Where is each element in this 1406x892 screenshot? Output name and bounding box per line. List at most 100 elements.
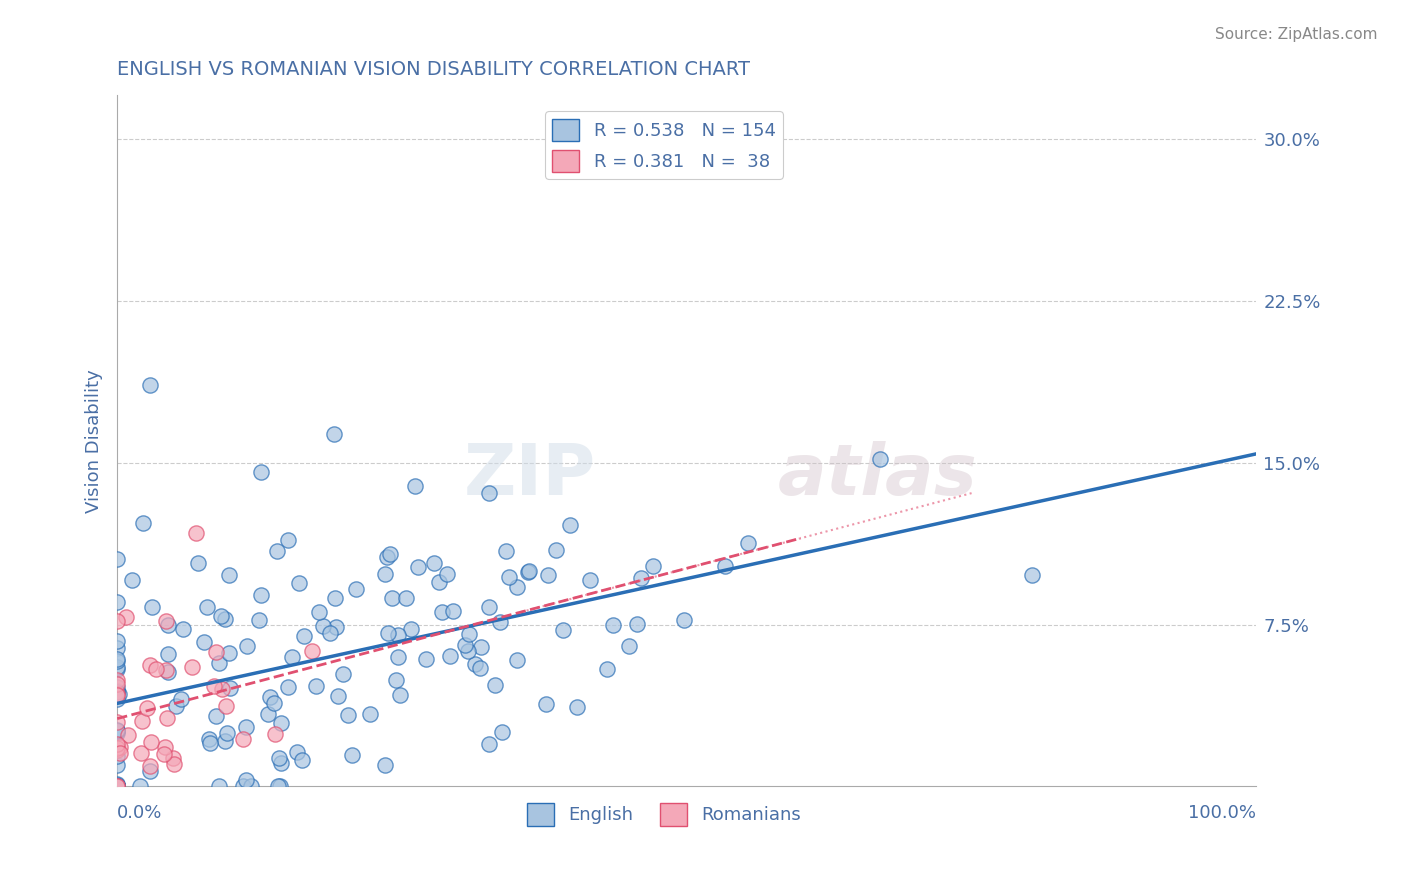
Point — [439, 649, 461, 664]
Point — [105, 660, 128, 674]
Point — [105, 780, 128, 794]
Point — [202, 679, 225, 693]
Point — [264, 727, 287, 741]
Point — [454, 638, 477, 652]
Point — [381, 591, 404, 606]
Point — [247, 614, 270, 628]
Point — [105, 780, 128, 794]
Point — [141, 600, 163, 615]
Point — [105, 641, 128, 656]
Point — [105, 740, 128, 755]
Point — [305, 679, 328, 693]
Point — [375, 550, 398, 565]
Point — [250, 465, 273, 479]
Point — [388, 688, 411, 702]
Point — [156, 665, 179, 679]
Point — [672, 613, 695, 627]
Point — [259, 690, 281, 704]
Point — [378, 547, 401, 561]
Point — [105, 780, 128, 794]
Point — [105, 615, 128, 629]
Point — [181, 659, 204, 673]
Point — [495, 544, 517, 558]
Point — [506, 653, 529, 667]
Point — [105, 683, 128, 698]
Point — [105, 652, 128, 666]
Point — [311, 619, 333, 633]
Point — [138, 759, 160, 773]
Point — [249, 588, 271, 602]
Point — [186, 525, 208, 540]
Text: ENGLISH VS ROMANIAN VISION DISABILITY CORRELATION CHART: ENGLISH VS ROMANIAN VISION DISABILITY CO… — [117, 60, 751, 78]
Point — [516, 565, 538, 579]
Point — [478, 486, 501, 500]
Point — [155, 614, 177, 628]
Point — [484, 678, 506, 692]
Text: 0.0%: 0.0% — [117, 804, 163, 822]
Point — [105, 552, 128, 566]
Point — [198, 732, 221, 747]
Point — [108, 687, 131, 701]
Point — [208, 780, 231, 794]
Point — [464, 657, 486, 672]
Point — [141, 735, 163, 749]
Point — [105, 725, 128, 739]
Point — [332, 666, 354, 681]
Point — [267, 780, 290, 794]
Point — [488, 615, 510, 630]
Point — [105, 715, 128, 730]
Point — [235, 720, 257, 734]
Point — [136, 701, 159, 715]
Point — [105, 595, 128, 609]
Point — [395, 591, 418, 605]
Point — [301, 644, 323, 658]
Point — [596, 662, 619, 676]
Point — [105, 780, 128, 794]
Point — [105, 748, 128, 763]
Point — [204, 645, 226, 659]
Point — [105, 673, 128, 687]
Point — [232, 780, 254, 794]
Point — [105, 684, 128, 698]
Point — [153, 739, 176, 754]
Legend: English, Romanians: English, Romanians — [519, 797, 808, 833]
Point — [214, 612, 236, 626]
Point — [200, 736, 222, 750]
Point — [344, 582, 367, 597]
Point — [270, 715, 292, 730]
Point — [326, 689, 349, 703]
Point — [218, 567, 240, 582]
Point — [197, 599, 219, 614]
Point — [544, 543, 567, 558]
Point — [377, 626, 399, 640]
Point — [404, 478, 426, 492]
Point — [105, 723, 128, 737]
Point — [423, 556, 446, 570]
Point — [458, 627, 481, 641]
Point — [208, 656, 231, 670]
Point — [269, 751, 291, 765]
Point — [406, 560, 429, 574]
Point — [172, 622, 194, 636]
Point — [155, 663, 177, 677]
Point — [105, 780, 128, 794]
Point — [169, 692, 191, 706]
Point — [468, 661, 491, 675]
Point — [519, 564, 541, 578]
Point — [232, 732, 254, 747]
Point — [139, 764, 162, 778]
Point — [105, 677, 128, 691]
Point — [105, 780, 128, 794]
Point — [105, 688, 128, 702]
Point — [617, 639, 640, 653]
Point — [105, 758, 128, 772]
Point — [163, 757, 186, 772]
Point — [105, 723, 128, 738]
Y-axis label: Vision Disability: Vision Disability — [86, 369, 103, 513]
Point — [266, 544, 288, 558]
Point — [131, 714, 153, 729]
Point — [105, 780, 128, 794]
Point — [105, 780, 128, 794]
Point — [156, 647, 179, 661]
Point — [626, 617, 648, 632]
